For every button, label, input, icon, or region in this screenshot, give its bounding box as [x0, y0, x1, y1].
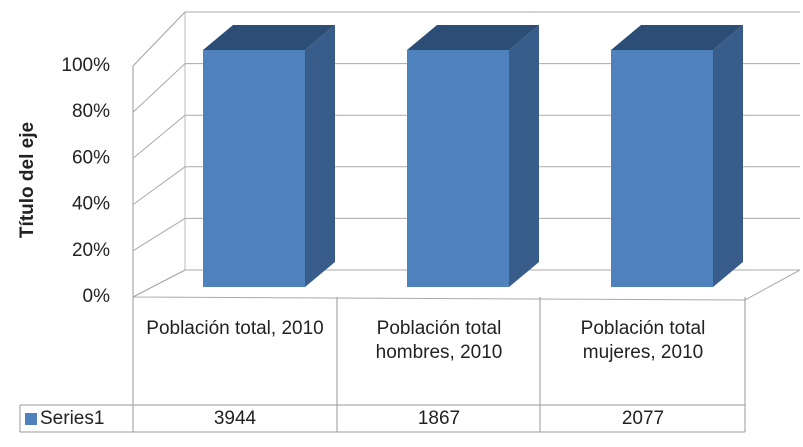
bar-side — [305, 25, 335, 287]
y-tick-label: 20% — [72, 240, 110, 261]
y-tick-label: 40% — [72, 194, 110, 215]
bar — [203, 50, 305, 287]
bar-side — [509, 25, 539, 287]
y-tick-label: 80% — [72, 101, 110, 122]
legend-swatch — [25, 413, 37, 425]
table-value: 2077 — [621, 408, 665, 429]
bar-top — [407, 25, 539, 50]
bar-top — [203, 25, 335, 50]
y-axis-title: Título del eje — [17, 122, 38, 238]
bar — [407, 50, 509, 287]
y-tick-label: 100% — [61, 55, 110, 76]
category-label: Población total mujeres, 2010 — [580, 318, 706, 363]
table-value: 3944 — [213, 408, 257, 429]
grid-line — [132, 166, 800, 206]
y-tick-label: 60% — [72, 147, 110, 168]
category-label: Población total, 2010 — [146, 318, 324, 339]
y-tick-label: 0% — [83, 286, 111, 307]
legend-label: Series1 — [40, 408, 104, 429]
grid-line — [132, 11, 800, 67]
category-label: Población total hombres, 2010 — [375, 318, 503, 363]
grid-line — [132, 217, 800, 252]
grid-line — [132, 269, 800, 298]
bar-side — [713, 25, 743, 287]
bar — [611, 50, 713, 287]
grid-line — [132, 63, 800, 113]
bar-top — [611, 25, 743, 50]
table-value: 1867 — [417, 408, 461, 429]
grid-line — [132, 114, 800, 159]
